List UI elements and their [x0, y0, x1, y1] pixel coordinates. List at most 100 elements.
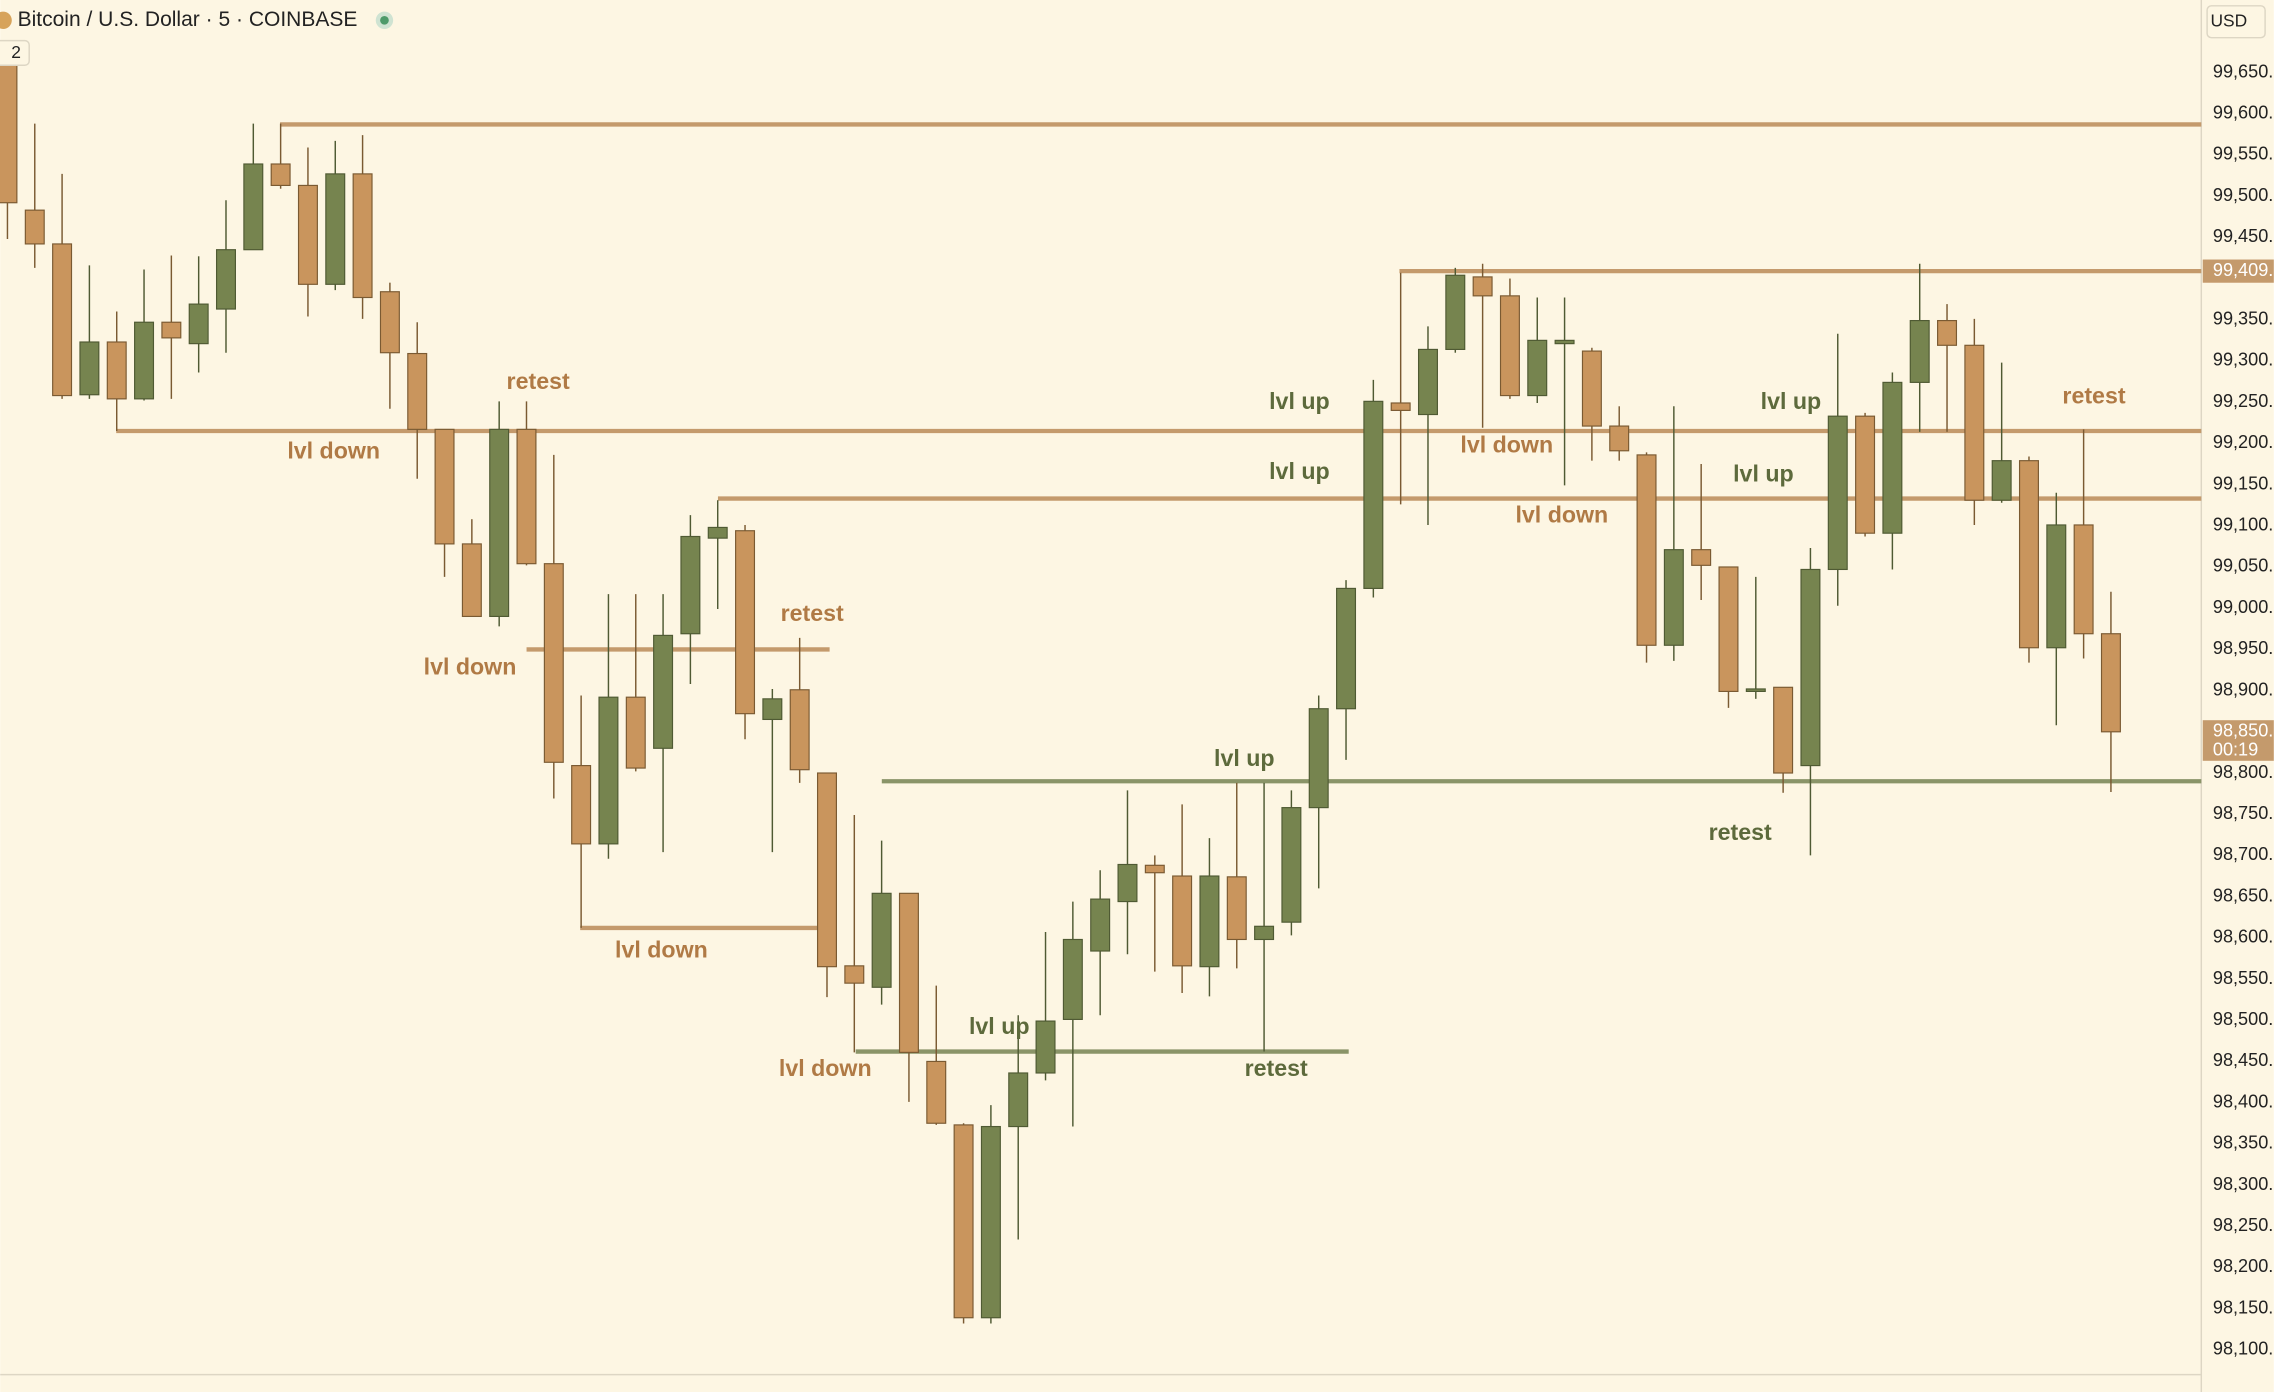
indicator-badge[interactable]: [0, 39, 30, 66]
candle-body: [379, 291, 400, 354]
candle-body: [1855, 415, 1876, 534]
candle-body: [1800, 568, 1821, 767]
candle-body: [1609, 425, 1630, 452]
candle-body: [1062, 938, 1083, 1020]
candle-body: [1308, 708, 1329, 809]
annotation: retest: [781, 600, 844, 626]
candle-body: [1882, 381, 1903, 534]
candle-body: [461, 543, 482, 618]
candle-body: [1281, 807, 1302, 923]
candle-body: [1691, 549, 1712, 566]
candle-body: [598, 696, 619, 845]
candle-body: [1663, 549, 1684, 646]
status-dot-inner: [380, 15, 389, 25]
candle-body: [2046, 524, 2067, 649]
candle-body: [625, 696, 646, 769]
annotation: lvl up: [1761, 388, 1822, 414]
y-tick-label: 98,950.: [2213, 638, 2273, 658]
price-countdown: 00:19: [2213, 739, 2258, 759]
candle-body: [543, 563, 564, 763]
candle-body: [571, 765, 592, 845]
candle-body: [161, 321, 182, 339]
plot: retest lvl down lvl down retest lvl down lvl …: [0, 57, 2202, 1324]
candle-body: [1363, 400, 1384, 589]
candle-body: [1008, 1072, 1029, 1128]
y-tick-label: 99,050.: [2213, 556, 2273, 576]
candle-body: [1527, 339, 1548, 397]
candle-body: [762, 698, 783, 721]
candle-body: [1117, 863, 1138, 903]
candle-body: [2018, 460, 2039, 649]
currency[interactable]: USD: [2210, 10, 2247, 30]
annotation: lvl down: [424, 654, 517, 680]
y-tick-label: 99,300.: [2213, 350, 2273, 370]
candle-body: [1226, 876, 1247, 941]
price-marker: [2202, 259, 2274, 283]
candle-body: [352, 173, 373, 299]
y-tick-label: 99,600.: [2213, 103, 2273, 123]
symbol-icon[interactable]: [0, 11, 12, 29]
annotation: lvl up: [1733, 461, 1794, 487]
y-tick-label: 98,500.: [2213, 1009, 2273, 1029]
candle-body: [1909, 319, 1930, 383]
candle-body: [1254, 925, 1275, 941]
y-tick-label: 98,350.: [2213, 1133, 2273, 1153]
price-marker-label: 98,850.: [2213, 721, 2273, 741]
candle-body: [1554, 339, 1575, 345]
candle-body: [188, 303, 209, 345]
annotation: lvl up: [1269, 458, 1330, 484]
y-tick-label: 99,200.: [2213, 432, 2273, 452]
candle-body: [1937, 319, 1958, 346]
candle-body: [243, 163, 264, 251]
candle-body: [489, 428, 510, 618]
candle-body: [1336, 587, 1357, 710]
candle-body: [735, 530, 756, 715]
annotation: retest: [507, 368, 570, 394]
candle-body: [106, 341, 127, 400]
y-tick-label: 99,150.: [2213, 473, 2273, 493]
y-tick-label: 99,450.: [2213, 226, 2273, 246]
candle-body: [297, 184, 318, 285]
price-marker-label: 99,409.: [2213, 260, 2273, 280]
chart-title[interactable]: Bitcoin / U.S. Dollar · 5 · COINBASE: [18, 8, 358, 31]
annotation: retest: [1245, 1055, 1308, 1081]
candle-body: [789, 689, 810, 771]
annotation: lvl up: [1269, 388, 1330, 414]
annotation: lvl up: [969, 1013, 1030, 1039]
indicator-count[interactable]: 2: [11, 42, 21, 62]
candle-body: [2100, 633, 2121, 733]
candle-body: [2073, 524, 2094, 635]
y-tick-label: 98,900.: [2213, 679, 2273, 699]
candle-body: [1172, 875, 1193, 967]
y-tick-label: 99,000.: [2213, 597, 2273, 617]
candle-body: [1499, 295, 1520, 397]
candle-body: [707, 526, 728, 539]
candle-body: [270, 163, 291, 187]
y-tick-label: 98,800.: [2213, 762, 2273, 782]
y-tick-label: 98,200.: [2213, 1256, 2273, 1276]
candle-body: [1199, 875, 1220, 968]
currency-box[interactable]: [2206, 5, 2266, 39]
price-marker: [2202, 720, 2274, 761]
y-tick-label: 98,550.: [2213, 968, 2273, 988]
candle-body: [434, 428, 455, 545]
candle-body: [407, 352, 428, 430]
candle-body: [1090, 898, 1111, 952]
y-tick-label: 98,650.: [2213, 885, 2273, 905]
y-tick-label: 98,450.: [2213, 1050, 2273, 1070]
candle-body: [1964, 344, 1985, 501]
candle-body: [1445, 274, 1466, 350]
candle-body: [134, 321, 155, 400]
candle-body: [898, 892, 919, 1053]
y-tick-label: 98,400.: [2213, 1091, 2273, 1111]
candle-body: [1035, 1020, 1056, 1074]
candle-body: [653, 634, 674, 749]
y-tick-label: 99,350.: [2213, 309, 2273, 329]
annotation: lvl down: [779, 1055, 872, 1081]
candle-body: [52, 243, 73, 397]
candle-body: [0, 64, 18, 204]
candle-body: [1417, 348, 1438, 416]
candle-body: [926, 1060, 947, 1124]
